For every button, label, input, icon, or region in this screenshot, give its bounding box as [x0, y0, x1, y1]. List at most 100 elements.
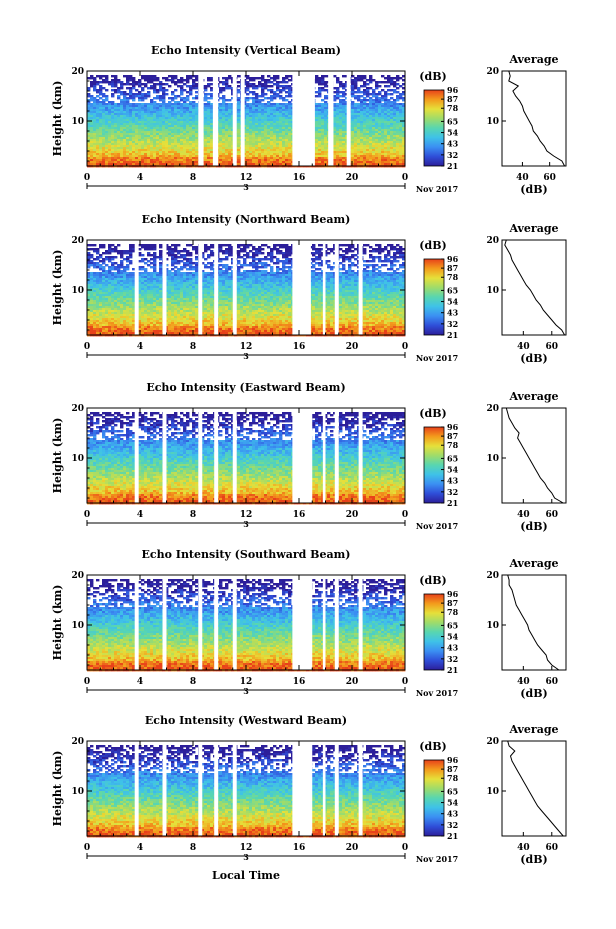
data-gap — [233, 408, 237, 503]
colorbar-tick-label: 78 — [447, 103, 459, 113]
avg-x-tick-label: 40 — [517, 843, 530, 853]
colorbar-tick-label: 65 — [447, 453, 458, 463]
avg-x-label: (dB) — [520, 352, 547, 365]
data-gap — [163, 240, 167, 335]
y-axis-label: Height (km) — [51, 585, 64, 661]
average-frame — [502, 71, 566, 166]
data-gap — [213, 71, 218, 166]
data-gap — [198, 741, 202, 836]
data-gap — [198, 71, 203, 166]
day-marker: 3 — [243, 852, 249, 862]
x-tick-label: 16 — [293, 677, 306, 687]
x-tick-label: 4 — [137, 843, 143, 853]
data-gap — [359, 408, 363, 503]
y-tick-label: 10 — [71, 286, 84, 296]
average-profile-line — [509, 71, 565, 166]
data-gap — [347, 71, 351, 166]
average-profile-line — [506, 408, 563, 503]
data-gap — [233, 741, 237, 836]
panel-title: Echo Intensity (Eastward Beam) — [146, 381, 345, 394]
colorbar-tick-label: 43 — [447, 308, 459, 318]
y-axis-label: Height (km) — [51, 751, 64, 827]
data-gap — [292, 71, 315, 166]
panel-title: Echo Intensity (Northward Beam) — [142, 213, 351, 226]
x-tick-label: 20 — [346, 677, 359, 687]
avg-x-label: (dB) — [520, 183, 547, 196]
avg-y-tick-label: 10 — [486, 117, 499, 127]
data-gap — [163, 575, 167, 670]
y-tick-label: 10 — [71, 454, 84, 464]
heatmap-cells — [87, 75, 405, 167]
date-label: Nov 2017 — [416, 184, 458, 194]
colorbar-tick-label: 32 — [447, 654, 458, 664]
avg-x-tick-label: 40 — [517, 510, 530, 520]
data-gap — [335, 575, 339, 670]
avg-x-tick-label: 40 — [517, 677, 530, 687]
average-profile-line — [508, 575, 559, 670]
x-tick-label: 8 — [190, 173, 196, 183]
average-profile-line — [505, 240, 565, 335]
y-tick-label: 10 — [71, 117, 84, 127]
day-marker: 3 — [243, 519, 249, 529]
data-gap — [135, 575, 139, 670]
data-gap — [198, 408, 202, 503]
colorbar-tick-label: 32 — [447, 150, 458, 160]
panel-4: Echo Intensity (Westward Beam)0 4 8 12 16 20 0… — [51, 714, 566, 866]
x-tick-label: 4 — [137, 342, 143, 352]
colorbar-unit: (dB) — [419, 740, 446, 753]
avg-y-tick-label: 20 — [486, 404, 499, 414]
colorbar-tick-label: 32 — [447, 319, 458, 329]
colorbar-tick-label: 78 — [447, 440, 459, 450]
date-label: Nov 2017 — [416, 688, 458, 698]
colorbar-unit: (dB) — [419, 70, 446, 83]
colorbar-tick-label: 54 — [447, 465, 459, 475]
x-tick-label: 0 — [402, 342, 408, 352]
y-tick-label: 10 — [71, 787, 84, 797]
x-tick-label: 0 — [402, 510, 408, 520]
data-gap — [359, 575, 363, 670]
data-gap — [335, 741, 339, 836]
avg-y-tick-label: 20 — [486, 571, 499, 581]
y-tick-label: 20 — [71, 571, 84, 581]
avg-x-tick-label: 60 — [546, 843, 559, 853]
colorbar-tick-label: 43 — [447, 476, 459, 486]
colorbar-tick-label: 32 — [447, 487, 458, 497]
colorbar-tick-label: 21 — [447, 665, 458, 675]
colorbar-unit: (dB) — [419, 239, 446, 252]
x-tick-label: 0 — [402, 843, 408, 853]
colorbar-tick-label: 32 — [447, 820, 458, 830]
colorbar-tick-label: 43 — [447, 139, 459, 149]
data-gap — [233, 575, 237, 670]
date-label: Nov 2017 — [416, 353, 458, 363]
y-axis-label: Height (km) — [51, 418, 64, 494]
colorbar-tick-label: 65 — [447, 786, 458, 796]
data-gap — [323, 408, 326, 503]
average-title: Average — [508, 390, 558, 403]
x-tick-label: 8 — [190, 342, 196, 352]
x-tick-label: 8 — [190, 510, 196, 520]
day-marker: 3 — [243, 182, 249, 192]
x-tick-label: 8 — [190, 677, 196, 687]
data-gap — [233, 71, 237, 166]
data-gap — [323, 575, 326, 670]
average-frame — [502, 240, 566, 335]
x-tick-label: 0 — [84, 677, 90, 687]
y-axis-label: Height (km) — [51, 81, 64, 157]
colorbar-tick-label: 78 — [447, 773, 459, 783]
colorbar-unit: (dB) — [419, 407, 446, 420]
data-gap — [214, 575, 218, 670]
data-gap — [323, 741, 326, 836]
x-tick-label: 16 — [293, 843, 306, 853]
avg-x-tick-label: 60 — [546, 677, 559, 687]
x-tick-label: 8 — [190, 843, 196, 853]
x-tick-label: 0 — [84, 173, 90, 183]
data-gap — [198, 240, 202, 335]
colorbar-tick-label: 65 — [447, 285, 458, 295]
data-gap — [163, 408, 167, 503]
data-gap — [292, 575, 312, 670]
x-tick-label: 4 — [137, 510, 143, 520]
colorbar-tick-label: 54 — [447, 297, 459, 307]
colorbar-tick-label: 78 — [447, 607, 459, 617]
avg-x-tick-label: 60 — [546, 510, 559, 520]
colorbar-tick-label: 54 — [447, 128, 459, 138]
